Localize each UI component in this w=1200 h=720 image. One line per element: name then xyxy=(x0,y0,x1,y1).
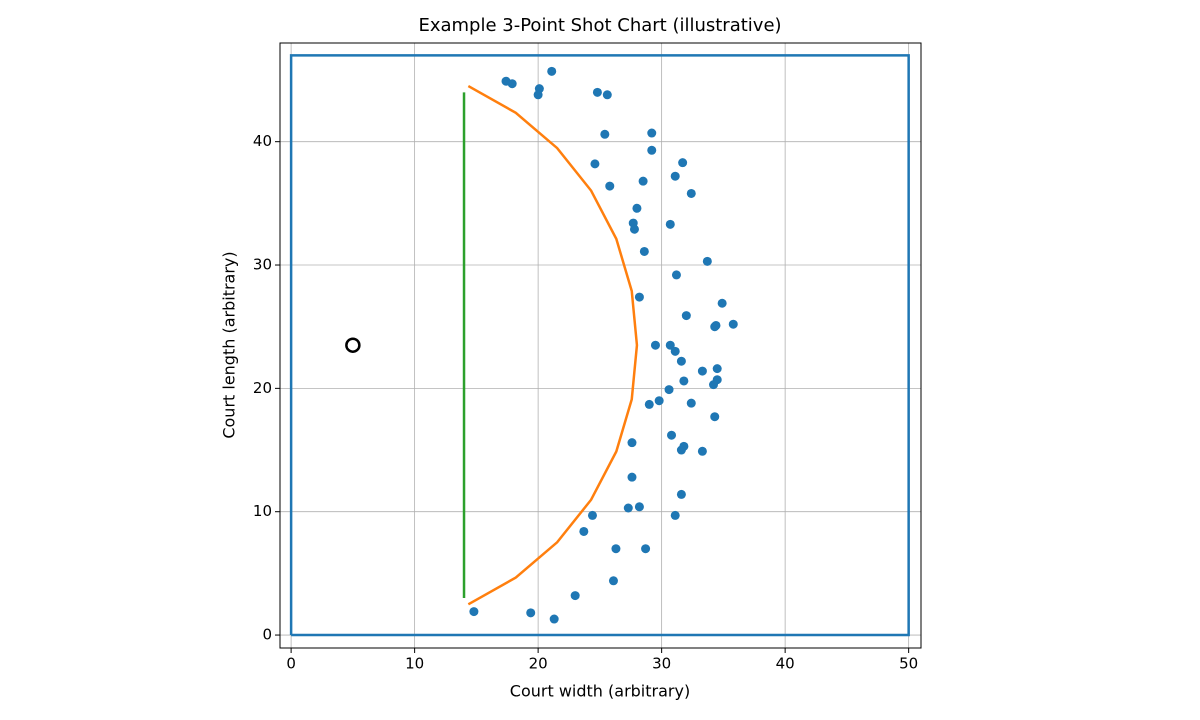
chart-title: Example 3-Point Shot Chart (illustrative… xyxy=(418,15,781,36)
shot-point xyxy=(623,503,633,513)
shot-point xyxy=(671,270,681,280)
shot-point xyxy=(579,526,589,536)
x-tick-label: 30 xyxy=(652,655,671,673)
shot-point xyxy=(697,446,707,456)
shot-point xyxy=(627,472,637,482)
shot-point xyxy=(681,311,691,321)
x-tick-label: 20 xyxy=(529,655,548,673)
shot-point xyxy=(697,366,707,376)
y-tick-label: 0 xyxy=(262,626,272,644)
shot-point xyxy=(686,398,696,408)
shot-point xyxy=(629,224,639,234)
x-axis-label: Court width (arbitrary) xyxy=(510,682,690,701)
shot-point xyxy=(654,396,664,406)
shot-point xyxy=(712,364,722,374)
shot-point xyxy=(664,385,674,395)
shot-point xyxy=(634,292,644,302)
shot-point xyxy=(638,176,648,186)
shot-point xyxy=(709,380,719,390)
hollow-marker xyxy=(345,337,361,353)
shot-point xyxy=(686,188,696,198)
shot-point xyxy=(632,203,642,213)
shot-point xyxy=(639,246,649,256)
shot-point xyxy=(647,145,657,155)
shot-point xyxy=(665,219,675,229)
shot-point xyxy=(647,128,657,138)
shot-point xyxy=(507,79,517,89)
line xyxy=(467,84,639,606)
shot-point xyxy=(676,489,686,499)
shot-point xyxy=(608,576,618,586)
plot-frame xyxy=(279,42,922,649)
y-tick-label: 10 xyxy=(253,502,272,520)
shot-point xyxy=(549,614,559,624)
shot-point xyxy=(526,608,536,618)
shot-point xyxy=(592,87,602,97)
x-tick-label: 10 xyxy=(405,655,424,673)
shot-point xyxy=(602,90,612,100)
shot-point xyxy=(667,430,677,440)
y-tick-label: 20 xyxy=(253,379,272,397)
shot-point xyxy=(670,346,680,356)
shot-point xyxy=(469,607,479,617)
shot-point xyxy=(728,319,738,329)
shot-point xyxy=(587,510,597,520)
shot-point xyxy=(634,502,644,512)
y-tick-label: 30 xyxy=(253,256,272,274)
shot-point xyxy=(678,158,688,168)
line xyxy=(289,54,910,637)
shot-point xyxy=(570,591,580,601)
shot-point xyxy=(710,412,720,422)
shot-point xyxy=(710,322,720,332)
shot-point xyxy=(644,399,654,409)
x-tick-label: 40 xyxy=(776,655,795,673)
y-tick-label: 40 xyxy=(253,132,272,150)
shot-point xyxy=(665,340,675,350)
shot-point xyxy=(676,445,686,455)
shot-point xyxy=(676,356,686,366)
shot-point xyxy=(641,544,651,554)
y-axis-label: Court length (arbitrary) xyxy=(220,251,239,438)
shot-point xyxy=(547,66,557,76)
shot-point xyxy=(627,438,637,448)
shot-point xyxy=(717,298,727,308)
shot-point xyxy=(679,376,689,386)
shot-point xyxy=(650,340,660,350)
shot-point xyxy=(670,171,680,181)
shot-point xyxy=(670,510,680,520)
shot-point xyxy=(605,181,615,191)
shot-point xyxy=(702,256,712,266)
x-tick-label: 50 xyxy=(899,655,918,673)
shot-point xyxy=(590,159,600,169)
x-tick-label: 0 xyxy=(286,655,296,673)
shot-point xyxy=(611,544,621,554)
shot-point xyxy=(600,129,610,139)
shot-point xyxy=(533,90,543,100)
